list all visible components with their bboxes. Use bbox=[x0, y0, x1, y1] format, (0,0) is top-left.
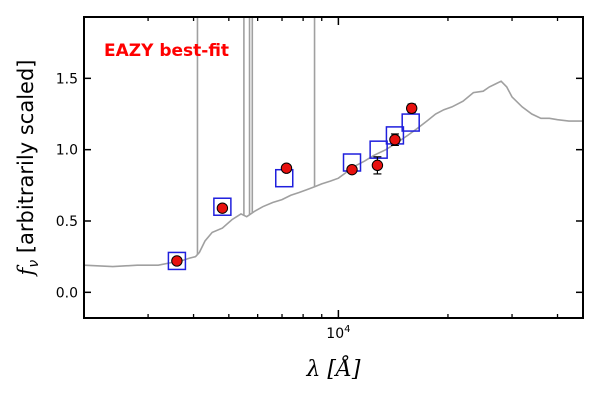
y-tick-label: 0.0 bbox=[56, 285, 78, 301]
plot-area-frame bbox=[83, 16, 584, 319]
observed-photometry-point bbox=[346, 163, 358, 176]
observed-photometry-point bbox=[216, 202, 229, 214]
model-photometry-square bbox=[369, 140, 388, 159]
observed-photometry-group bbox=[171, 102, 418, 267]
template-spectrum-group bbox=[83, 17, 583, 268]
y-axis-label-group: fν [arbitrarily scaled] bbox=[14, 60, 42, 278]
model-photometry-square bbox=[213, 197, 232, 216]
x-tick-label: 104 bbox=[326, 324, 350, 342]
model-photometry-square bbox=[167, 251, 187, 271]
y-tick-label: 0.5 bbox=[56, 214, 78, 230]
observed-photometry-point bbox=[389, 133, 401, 146]
observed-photometry-point bbox=[405, 102, 418, 114]
y-axis-label: fν [arbitrarily scaled] bbox=[14, 60, 42, 278]
x-axis-label: λ [Å] bbox=[306, 354, 361, 382]
y-tick-label: 1.5 bbox=[56, 71, 78, 87]
model-photometry-square bbox=[401, 113, 420, 132]
axis-ticks-group: 0.0 0.5 1.0 1.5 104 bbox=[56, 17, 583, 342]
observed-photometry-point bbox=[171, 255, 183, 267]
template-spectrum-line bbox=[83, 80, 583, 268]
model-photometry-group bbox=[167, 113, 420, 271]
y-tick-label: 1.0 bbox=[56, 143, 78, 159]
observed-photometry-point bbox=[371, 159, 384, 172]
observed-photometry-point bbox=[280, 162, 293, 174]
fit-annotation: EAZY best-fit bbox=[104, 41, 229, 61]
